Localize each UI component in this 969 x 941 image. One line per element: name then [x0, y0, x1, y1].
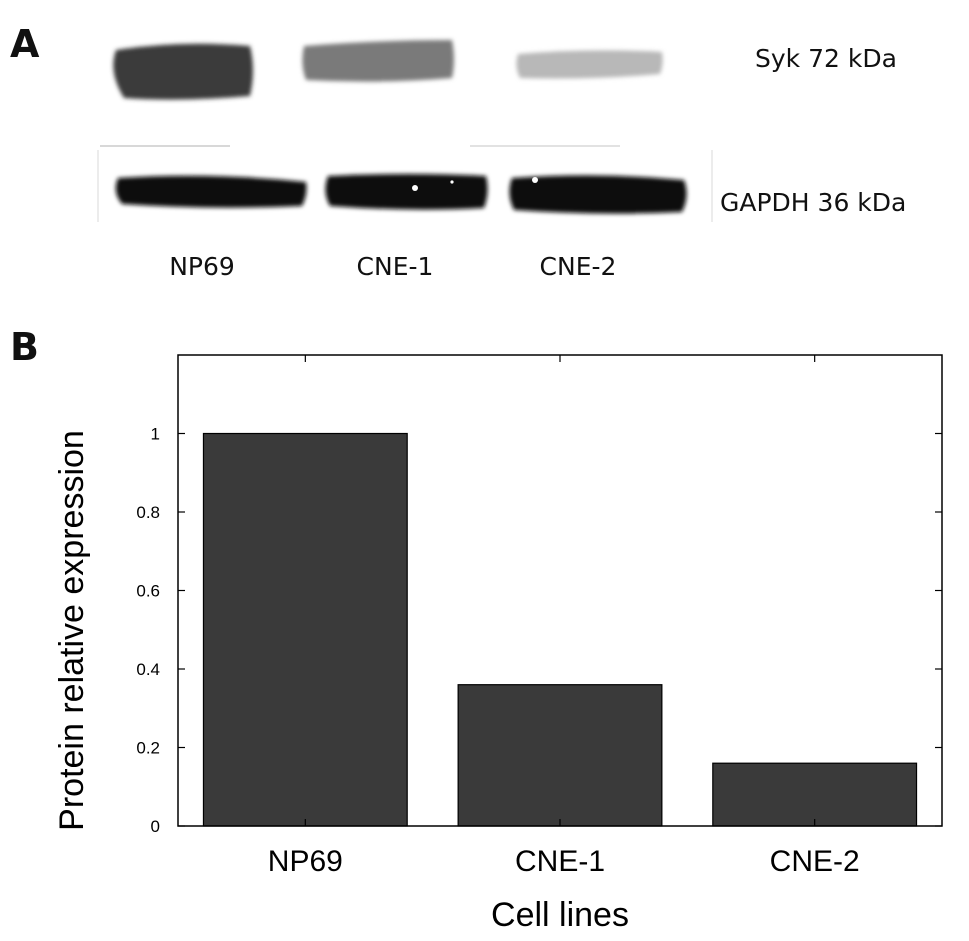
x-axis-label: Cell lines: [491, 896, 629, 934]
lane-label-np69: NP69: [169, 252, 235, 281]
western-blot: [97, 40, 713, 222]
bars-group: [202, 432, 918, 827]
x-ticks-group: NP69 CNE-1 CNE-2: [268, 355, 860, 878]
y-tick-label: 0.4: [136, 660, 160, 679]
bar-cne-1: [457, 684, 663, 827]
lane-label-cne1: CNE-1: [356, 252, 434, 281]
gapdh-band-cne2: [509, 175, 687, 214]
syk-band-cne1: [302, 40, 454, 82]
lane-label-cne2: CNE-2: [539, 252, 617, 281]
x-tick-label: CNE-2: [770, 845, 860, 878]
y-axis-label: Protein relative expression: [53, 430, 91, 831]
bar-cne-2: [712, 762, 918, 827]
gapdh-band-cne1: [325, 174, 488, 210]
y-ticks-group: 0 0.2 0.4 0.6 0.8 1: [136, 425, 942, 836]
syk-band-label: Syk 72 kDa: [755, 44, 897, 73]
panel-a-letter: A: [10, 22, 40, 66]
syk-band-np69: [113, 43, 253, 100]
y-tick-label: 0: [151, 817, 160, 836]
x-tick-label: CNE-1: [515, 845, 605, 878]
x-tick-label: NP69: [268, 845, 343, 878]
syk-band-cne2: [516, 50, 663, 79]
gapdh-band-label: GAPDH 36 kDa: [720, 188, 907, 217]
panel-b-letter: B: [10, 325, 39, 369]
y-tick-label: 1: [151, 425, 160, 444]
y-tick-label: 0.8: [136, 503, 160, 522]
y-tick-label: 0.6: [136, 582, 160, 601]
y-tick-label: 0.2: [136, 739, 160, 758]
gapdh-band-np69: [115, 175, 307, 208]
bar-np69: [202, 432, 408, 827]
